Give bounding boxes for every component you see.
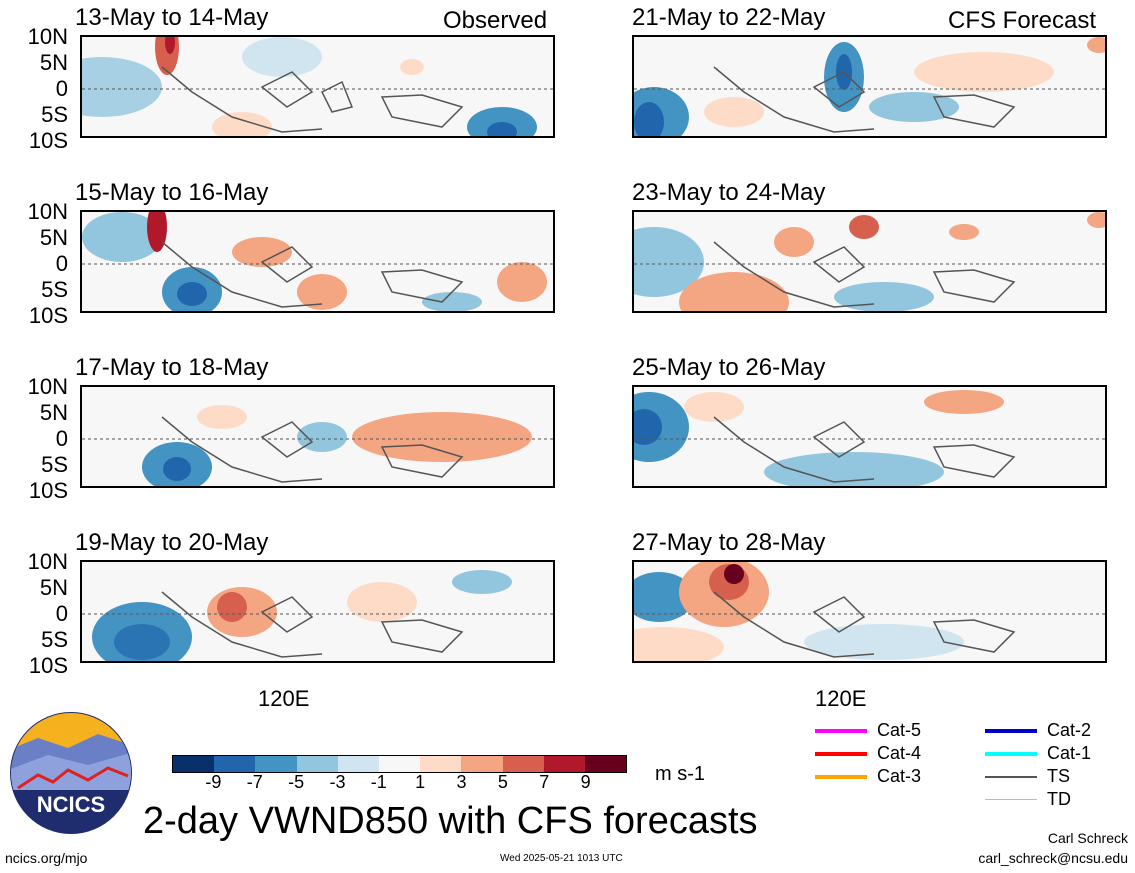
lat-label: 10N xyxy=(27,24,68,49)
panel-title-8: 27-May to 28-May xyxy=(632,529,826,556)
legend-swatch xyxy=(815,774,867,779)
legend-item: Cat-2 xyxy=(985,720,1091,741)
legend-swatch xyxy=(985,775,1037,778)
panel-title-2: 15-May to 16-May xyxy=(75,179,269,206)
lat-label: 10S xyxy=(28,128,68,153)
colorbar-tick-label: 5 xyxy=(497,772,508,792)
legend-item: Cat-4 xyxy=(815,743,921,764)
author-email: carl_schreck@ncsu.edu xyxy=(978,850,1128,866)
colorbar-tick-label: 7 xyxy=(539,772,550,792)
lon-label: 120E xyxy=(258,686,310,711)
timestamp: Wed 2025-05-21 1013 UTC xyxy=(500,853,623,864)
colorbar-swatch xyxy=(461,756,503,772)
lat-label: 5S xyxy=(41,102,68,127)
lat-label: 5N xyxy=(39,225,68,250)
colorbar-swatch xyxy=(378,756,421,772)
map-panel-8 xyxy=(632,560,1107,663)
legend-label: Cat-5 xyxy=(877,720,922,740)
legend-item: TS xyxy=(985,766,1070,787)
colorbar-swatch xyxy=(420,756,462,772)
colorbar-swatch xyxy=(337,756,379,772)
legend-swatch xyxy=(985,799,1037,800)
colorbar-tick-label: -7 xyxy=(246,772,263,792)
lat-label: 10N xyxy=(27,374,68,399)
logo-text: NCICS xyxy=(37,792,105,817)
colorbar-swatch xyxy=(214,756,256,772)
main-title: 2-day VWND850 with CFS forecasts xyxy=(143,800,758,842)
lat-label: 10S xyxy=(28,653,68,678)
panel-title-6: 23-May to 24-May xyxy=(632,179,826,206)
forecast-label: CFS Forecast xyxy=(948,7,1097,34)
panel-title-4: 19-May to 20-May xyxy=(75,529,269,556)
legend-swatch xyxy=(985,728,1037,733)
legend-item: Cat-5 xyxy=(815,720,921,741)
colorbar-swatch xyxy=(502,756,544,772)
lat-label: 10S xyxy=(28,303,68,328)
map-panel-5 xyxy=(632,35,1107,138)
colorbar-swatch xyxy=(543,756,585,772)
panel-title-5: 21-May to 22-May xyxy=(632,4,826,31)
lat-label: 5S xyxy=(41,277,68,302)
author-name: Carl Schreck xyxy=(1047,830,1128,846)
units-label: m s-1 xyxy=(655,763,705,785)
lat-label: 10N xyxy=(27,199,68,224)
legend-label: Cat-2 xyxy=(1047,720,1092,740)
legend-label: Cat-3 xyxy=(877,766,922,786)
panel-title-7: 25-May to 26-May xyxy=(632,354,826,381)
map-panel-7 xyxy=(632,385,1107,488)
colorbar-swatch xyxy=(255,756,297,772)
colorbar-swatch xyxy=(173,756,215,772)
legend-item: TD xyxy=(985,789,1071,810)
lat-label: 0 xyxy=(55,426,68,451)
lat-label: 0 xyxy=(55,601,68,626)
lat-label: 5S xyxy=(41,627,68,652)
lat-label: 10S xyxy=(28,478,68,503)
panel-title-1: 13-May to 14-May xyxy=(75,4,269,31)
lat-label: 5N xyxy=(39,575,68,600)
lat-label: 0 xyxy=(55,76,68,101)
colorbar-swatch xyxy=(584,756,627,772)
colorbar-tick-label: 3 xyxy=(456,772,467,792)
map-panel-6 xyxy=(632,210,1107,313)
observed-label: Observed xyxy=(443,7,548,34)
lat-label: 5S xyxy=(41,452,68,477)
colorbar-tick-label: 1 xyxy=(415,772,426,792)
map-panel-3 xyxy=(80,385,555,488)
legend-label: Cat-1 xyxy=(1047,743,1092,763)
colorbar xyxy=(172,755,627,773)
legend-swatch xyxy=(815,751,867,756)
lat-label: 0 xyxy=(55,251,68,276)
lat-label: 10N xyxy=(27,549,68,574)
map-panel-2 xyxy=(80,210,555,313)
colorbar-tick-label: -3 xyxy=(329,772,346,792)
lon-label: 120E xyxy=(815,686,867,711)
legend-label: TD xyxy=(1047,789,1071,809)
map-panel-1 xyxy=(80,35,555,138)
ncics-logo-icon: NCICS xyxy=(10,712,132,834)
colorbar-swatch xyxy=(296,756,338,772)
legend-item: Cat-3 xyxy=(815,766,921,787)
lat-label: 5N xyxy=(39,50,68,75)
legend-label: Cat-4 xyxy=(877,743,922,763)
legend-item: Cat-1 xyxy=(985,743,1091,764)
colorbar-tick-label: -1 xyxy=(370,772,387,792)
panel-title-3: 17-May to 18-May xyxy=(75,354,269,381)
map-panel-4 xyxy=(80,560,555,663)
legend-label: TS xyxy=(1047,766,1071,786)
legend-swatch xyxy=(985,751,1037,756)
colorbar-tick-label: -5 xyxy=(288,772,305,792)
site-url: ncics.org/mjo xyxy=(5,850,88,866)
lat-label: 5N xyxy=(39,400,68,425)
legend-swatch xyxy=(815,728,867,733)
colorbar-tick-label: 9 xyxy=(580,772,591,792)
colorbar-tick-label: -9 xyxy=(205,772,222,792)
